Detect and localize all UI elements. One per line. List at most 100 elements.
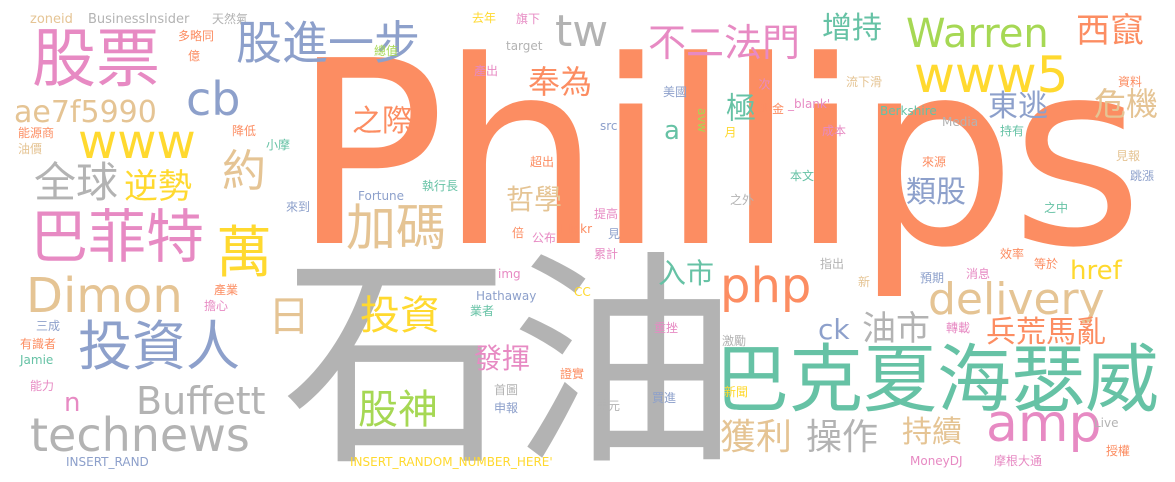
word-ae7f: ae7f5990 xyxy=(14,95,157,130)
word-yue2: 月 xyxy=(723,126,737,138)
word-fahui: 發揮 xyxy=(474,342,531,375)
word-laiyuan: 來源 xyxy=(922,155,947,169)
word-src: src xyxy=(600,119,618,133)
word-buffett: Buffett xyxy=(136,379,266,423)
word-zongzhi: 總值 xyxy=(374,44,399,58)
word-blank: _blank' xyxy=(788,97,831,111)
word-fengwei: 奉為 xyxy=(528,63,593,101)
word-caozuo: 操作 xyxy=(806,417,879,458)
word-amp: amp xyxy=(986,394,1102,454)
word-tw: tw xyxy=(555,6,609,57)
word-chaochu: 超出 xyxy=(530,155,555,169)
word-flickr: Flickr xyxy=(560,222,593,236)
word-shouquan: 授權 xyxy=(1106,444,1131,458)
word-gushen: 股神 xyxy=(358,387,438,433)
word-delivery: delivery xyxy=(928,274,1105,325)
word-zhichu: 指出 xyxy=(820,257,845,271)
word-n: n xyxy=(64,388,81,418)
word-cc: CC xyxy=(574,285,591,299)
word-bei: 倍 xyxy=(512,226,525,240)
word-shouye: 首圖 xyxy=(494,383,519,397)
word-danxin: 擔心 xyxy=(204,299,229,313)
word-zengchi: 增持 xyxy=(822,11,882,46)
word-youshi: 油市 xyxy=(862,309,930,349)
word-hathaway: Hathaway xyxy=(476,289,537,303)
word-qixia: 旗下 xyxy=(516,12,541,26)
word-chixu: 持續 xyxy=(902,415,962,450)
word-moneydj: MoneyDJ xyxy=(910,454,963,468)
word-benwen: 本文 xyxy=(790,169,815,183)
word-xiaolv: 效率 xyxy=(1000,247,1025,261)
word-leigu: 類股 xyxy=(906,175,966,210)
word-mogendatong: 摩根大通 xyxy=(994,454,1043,468)
word-xianjin: 現金 xyxy=(760,102,785,116)
word-youshizhe: 有識者 xyxy=(20,337,57,351)
word-laidao: 來到 xyxy=(286,200,311,214)
word-www5: www5 xyxy=(914,46,1069,104)
word-zhiji: 之際 xyxy=(352,104,412,139)
word-touziren: 投資人 xyxy=(78,315,240,378)
word-tianranqi: 天然氣 xyxy=(212,12,249,26)
word-maijin: 買進 xyxy=(652,391,677,405)
word-zoneid: zoneid xyxy=(30,12,73,27)
word-warren: Warren xyxy=(906,11,1049,57)
word-duolue: 多略同 xyxy=(178,29,215,43)
word-tigao: 提高 xyxy=(594,207,619,221)
word-cb: cb xyxy=(186,72,241,126)
word-chanye: 產業 xyxy=(214,283,239,297)
word-bakexia: 巴克夏海瑟威 xyxy=(715,337,1159,423)
word-zhengshi: 證實 xyxy=(560,367,585,381)
word-a: a xyxy=(664,116,680,146)
word-gongbu: 公布 xyxy=(532,231,557,245)
word-tiaozhang: 跳漲 xyxy=(1130,169,1155,183)
word-media: Media xyxy=(942,115,979,129)
word-jamie: Jamie xyxy=(20,353,54,367)
word-target: target xyxy=(506,39,543,53)
word-leiji: 累計 xyxy=(594,247,619,261)
word-dongtao: 東逃 xyxy=(988,89,1048,124)
word-ci: 次 xyxy=(757,78,771,90)
word-shenbao: 申報 xyxy=(494,401,519,415)
word-jian: 見 xyxy=(608,227,621,241)
word-zhiwai: 之外 xyxy=(730,193,755,207)
word-href: href xyxy=(1070,256,1122,286)
word-technews: technews xyxy=(30,408,250,462)
word-ri: 日 xyxy=(268,292,311,341)
word-xinwen: 新聞 xyxy=(724,385,749,399)
word-ji: 極 xyxy=(720,92,755,122)
word-php: php xyxy=(720,258,812,314)
word-jiama: 加碼 xyxy=(346,199,446,257)
word-wan: 萬 xyxy=(216,221,272,286)
word-zhizhong: 之中 xyxy=(1044,201,1069,215)
word-xichuan: 西竄 xyxy=(1076,11,1144,51)
word-businessinsider: BusinessInsider xyxy=(88,12,190,27)
word-yuqi: 預期 xyxy=(920,271,945,285)
word-huoli: 獲利 xyxy=(720,417,793,458)
word-ck: ck xyxy=(818,313,850,346)
word-gupiao: 股票 xyxy=(32,23,160,97)
word-liuxiahua: 流下滑 xyxy=(846,75,883,89)
word-youjia: 油價 xyxy=(18,142,43,156)
word-chanchu: 產出 xyxy=(474,64,499,78)
word-weiji: 危機 xyxy=(1094,85,1159,123)
word-jianbao: 見報 xyxy=(1116,149,1141,163)
word-dengyu: 等於 xyxy=(1034,257,1059,271)
word-bafeite: 巴菲特 xyxy=(30,203,205,271)
word-nishi: 逆勢 xyxy=(124,167,192,207)
word-insert-rand: INSERT_RAND xyxy=(66,455,149,469)
word-buerfamen: 不二法門 xyxy=(648,21,801,65)
word-yue: 約 xyxy=(222,146,266,197)
word-xin: 新 xyxy=(858,275,871,289)
word-meiguo: 美國 xyxy=(663,85,688,99)
word-nengyuanshang: 能源商 xyxy=(18,126,55,140)
word-www: www xyxy=(78,114,196,170)
word-yi: 億 xyxy=(188,49,201,63)
word-zhexue: 哲學 xyxy=(506,183,563,216)
word-avw: avw xyxy=(695,108,709,133)
word-zhongcuo: 重挫 xyxy=(654,321,679,335)
word-ziliao: 資料 xyxy=(1118,75,1143,89)
word-jili: 激勵 xyxy=(722,334,747,348)
word-xiaomo: 小摩 xyxy=(266,138,291,152)
word-chiyou: 持有 xyxy=(1000,124,1025,138)
